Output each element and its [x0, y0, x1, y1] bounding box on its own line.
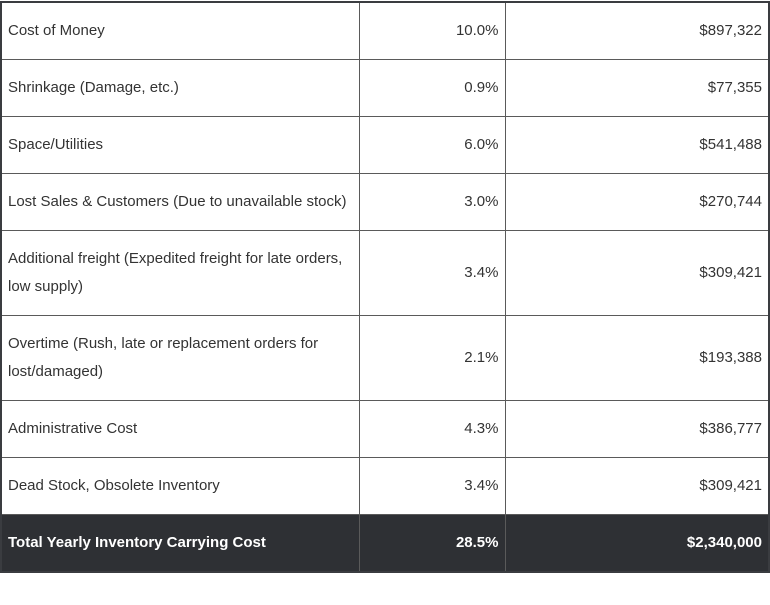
amount-cell: $309,421	[504, 457, 770, 515]
item-label: Shrinkage (Damage, etc.)	[0, 59, 360, 117]
cost-table: Cost of Money 10.0% $897,322 Shrinkage (Dam…	[0, 1, 770, 573]
amount-cell: $270,744	[504, 173, 770, 231]
amount-cell: $2,340,000	[504, 514, 770, 573]
item-label: Additional freight (Expedited freight fo…	[0, 230, 360, 316]
item-label: Lost Sales & Customers (Due to unavailab…	[0, 173, 360, 231]
item-label: Overtime (Rush, late or replacement orde…	[0, 315, 360, 401]
percent-cell: 3.0%	[358, 173, 506, 231]
item-label: Dead Stock, Obsolete Inventory	[0, 457, 360, 515]
amount-cell: $541,488	[504, 116, 770, 174]
table-row: Additional freight (Expedited freight fo…	[0, 230, 770, 316]
percent-cell: 3.4%	[358, 457, 506, 515]
table-row: Overtime (Rush, late or replacement orde…	[0, 315, 770, 401]
amount-cell: $77,355	[504, 59, 770, 117]
item-label: Administrative Cost	[0, 400, 360, 458]
table-row: Lost Sales & Customers (Due to unavailab…	[0, 173, 770, 231]
amount-cell: $386,777	[504, 400, 770, 458]
table-row: Cost of Money 10.0% $897,322	[0, 1, 770, 60]
total-row: Total Yearly Inventory Carrying Cost 28.5…	[0, 514, 770, 573]
table-row: Administrative Cost 4.3% $386,777	[0, 400, 770, 458]
item-label: Total Yearly Inventory Carrying Cost	[0, 514, 360, 573]
percent-cell: 3.4%	[358, 230, 506, 316]
amount-cell: $193,388	[504, 315, 770, 401]
item-label: Cost of Money	[0, 1, 360, 60]
amount-cell: $309,421	[504, 230, 770, 316]
table-row: Dead Stock, Obsolete Inventory 3.4% $309,4…	[0, 457, 770, 515]
table-row: Shrinkage (Damage, etc.) 0.9% $77,355	[0, 59, 770, 117]
percent-cell: 0.9%	[358, 59, 506, 117]
table-row: Space/Utilities 6.0% $541,488	[0, 116, 770, 174]
percent-cell: 6.0%	[358, 116, 506, 174]
amount-cell: $897,322	[504, 1, 770, 60]
percent-cell: 2.1%	[358, 315, 506, 401]
percent-cell: 28.5%	[358, 514, 506, 573]
percent-cell: 10.0%	[358, 1, 506, 60]
percent-cell: 4.3%	[358, 400, 506, 458]
item-label: Space/Utilities	[0, 116, 360, 174]
table-body: Cost of Money 10.0% $897,322 Shrinkage (Dam…	[0, 1, 770, 573]
